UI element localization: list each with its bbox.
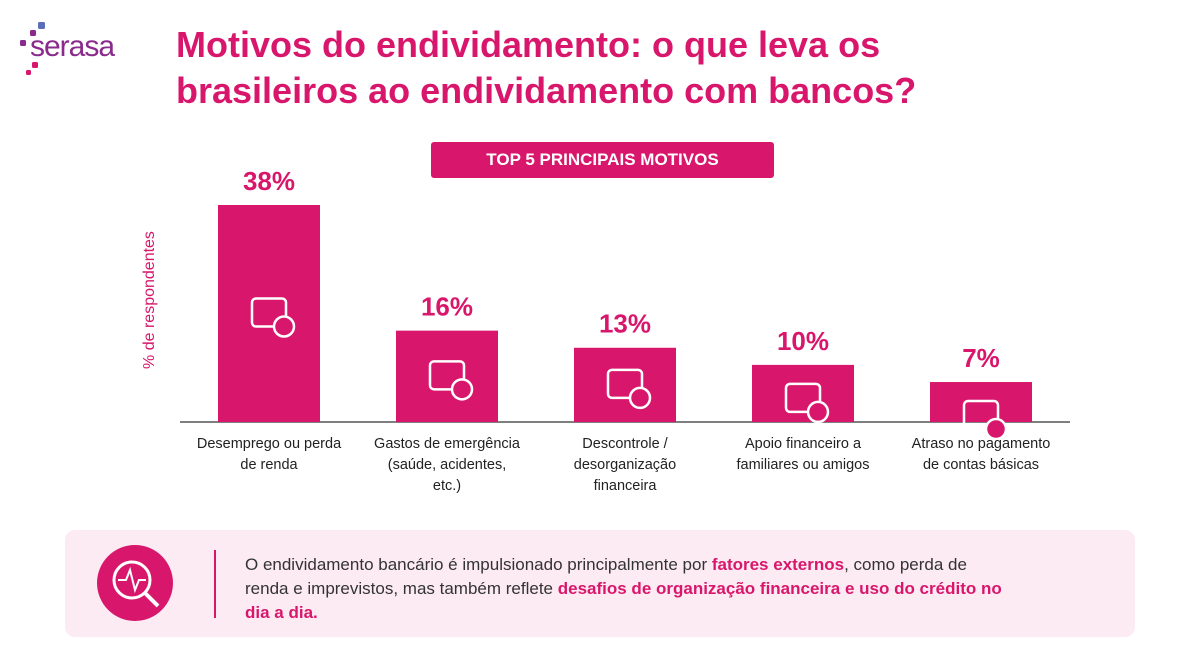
bar-icon-badge	[450, 378, 474, 401]
note-box	[65, 530, 1135, 637]
note-text: O endividamento bancário é impulsionado …	[245, 555, 712, 574]
value-label: 10%	[777, 326, 829, 356]
bar-icon	[250, 297, 288, 328]
note-highlight: fatores externos	[711, 555, 845, 574]
note-icon-pulse	[118, 566, 146, 594]
note: O endividamento bancário é impulsionado …	[245, 553, 1005, 625]
bar	[574, 347, 676, 422]
value-label: 13%	[599, 309, 651, 339]
value-label: 38%	[243, 166, 295, 196]
value-label: 16%	[421, 292, 473, 322]
bar-icon-badge	[984, 417, 1008, 441]
bar-icon	[784, 382, 822, 414]
bar	[218, 205, 320, 422]
bar-icon-badge	[628, 386, 652, 410]
category-label: Atraso no pagamento de contas básicas	[911, 436, 1051, 473]
note-icon-handle	[143, 591, 160, 608]
category-label: Apoio financeiro a familiares ou amigos	[736, 436, 870, 473]
y-axis-label: % de respondentes	[141, 231, 158, 369]
note-text: , como perda de renda e imprevistos, mas…	[245, 555, 967, 598]
logo: serasa	[30, 30, 115, 63]
bar-icon	[606, 368, 644, 400]
chart-title: Motivos do endividamento: o que leva os …	[176, 24, 917, 111]
note-highlight: desafios de organização financeira e uso…	[245, 579, 1002, 622]
bar-icon	[428, 360, 466, 391]
note-icon-lens	[112, 560, 152, 600]
category-label: Desemprego ou perda de renda	[196, 436, 342, 473]
category-label: Descontrole / desorganização financeira	[573, 436, 677, 494]
bar	[752, 364, 854, 422]
bar-icon-badge	[806, 400, 830, 424]
note-icon	[97, 545, 173, 621]
bar	[396, 330, 498, 422]
category-label: Gastos de emergência (saúde, acidentes, …	[374, 436, 520, 494]
logo-dots	[20, 22, 45, 75]
bar-icon	[962, 399, 1000, 431]
subtitle-badge: TOP 5 PRINCIPAIS MOTIVOS	[431, 142, 774, 178]
bar-icon-badge	[272, 315, 296, 338]
value-label: 7%	[962, 343, 1000, 373]
